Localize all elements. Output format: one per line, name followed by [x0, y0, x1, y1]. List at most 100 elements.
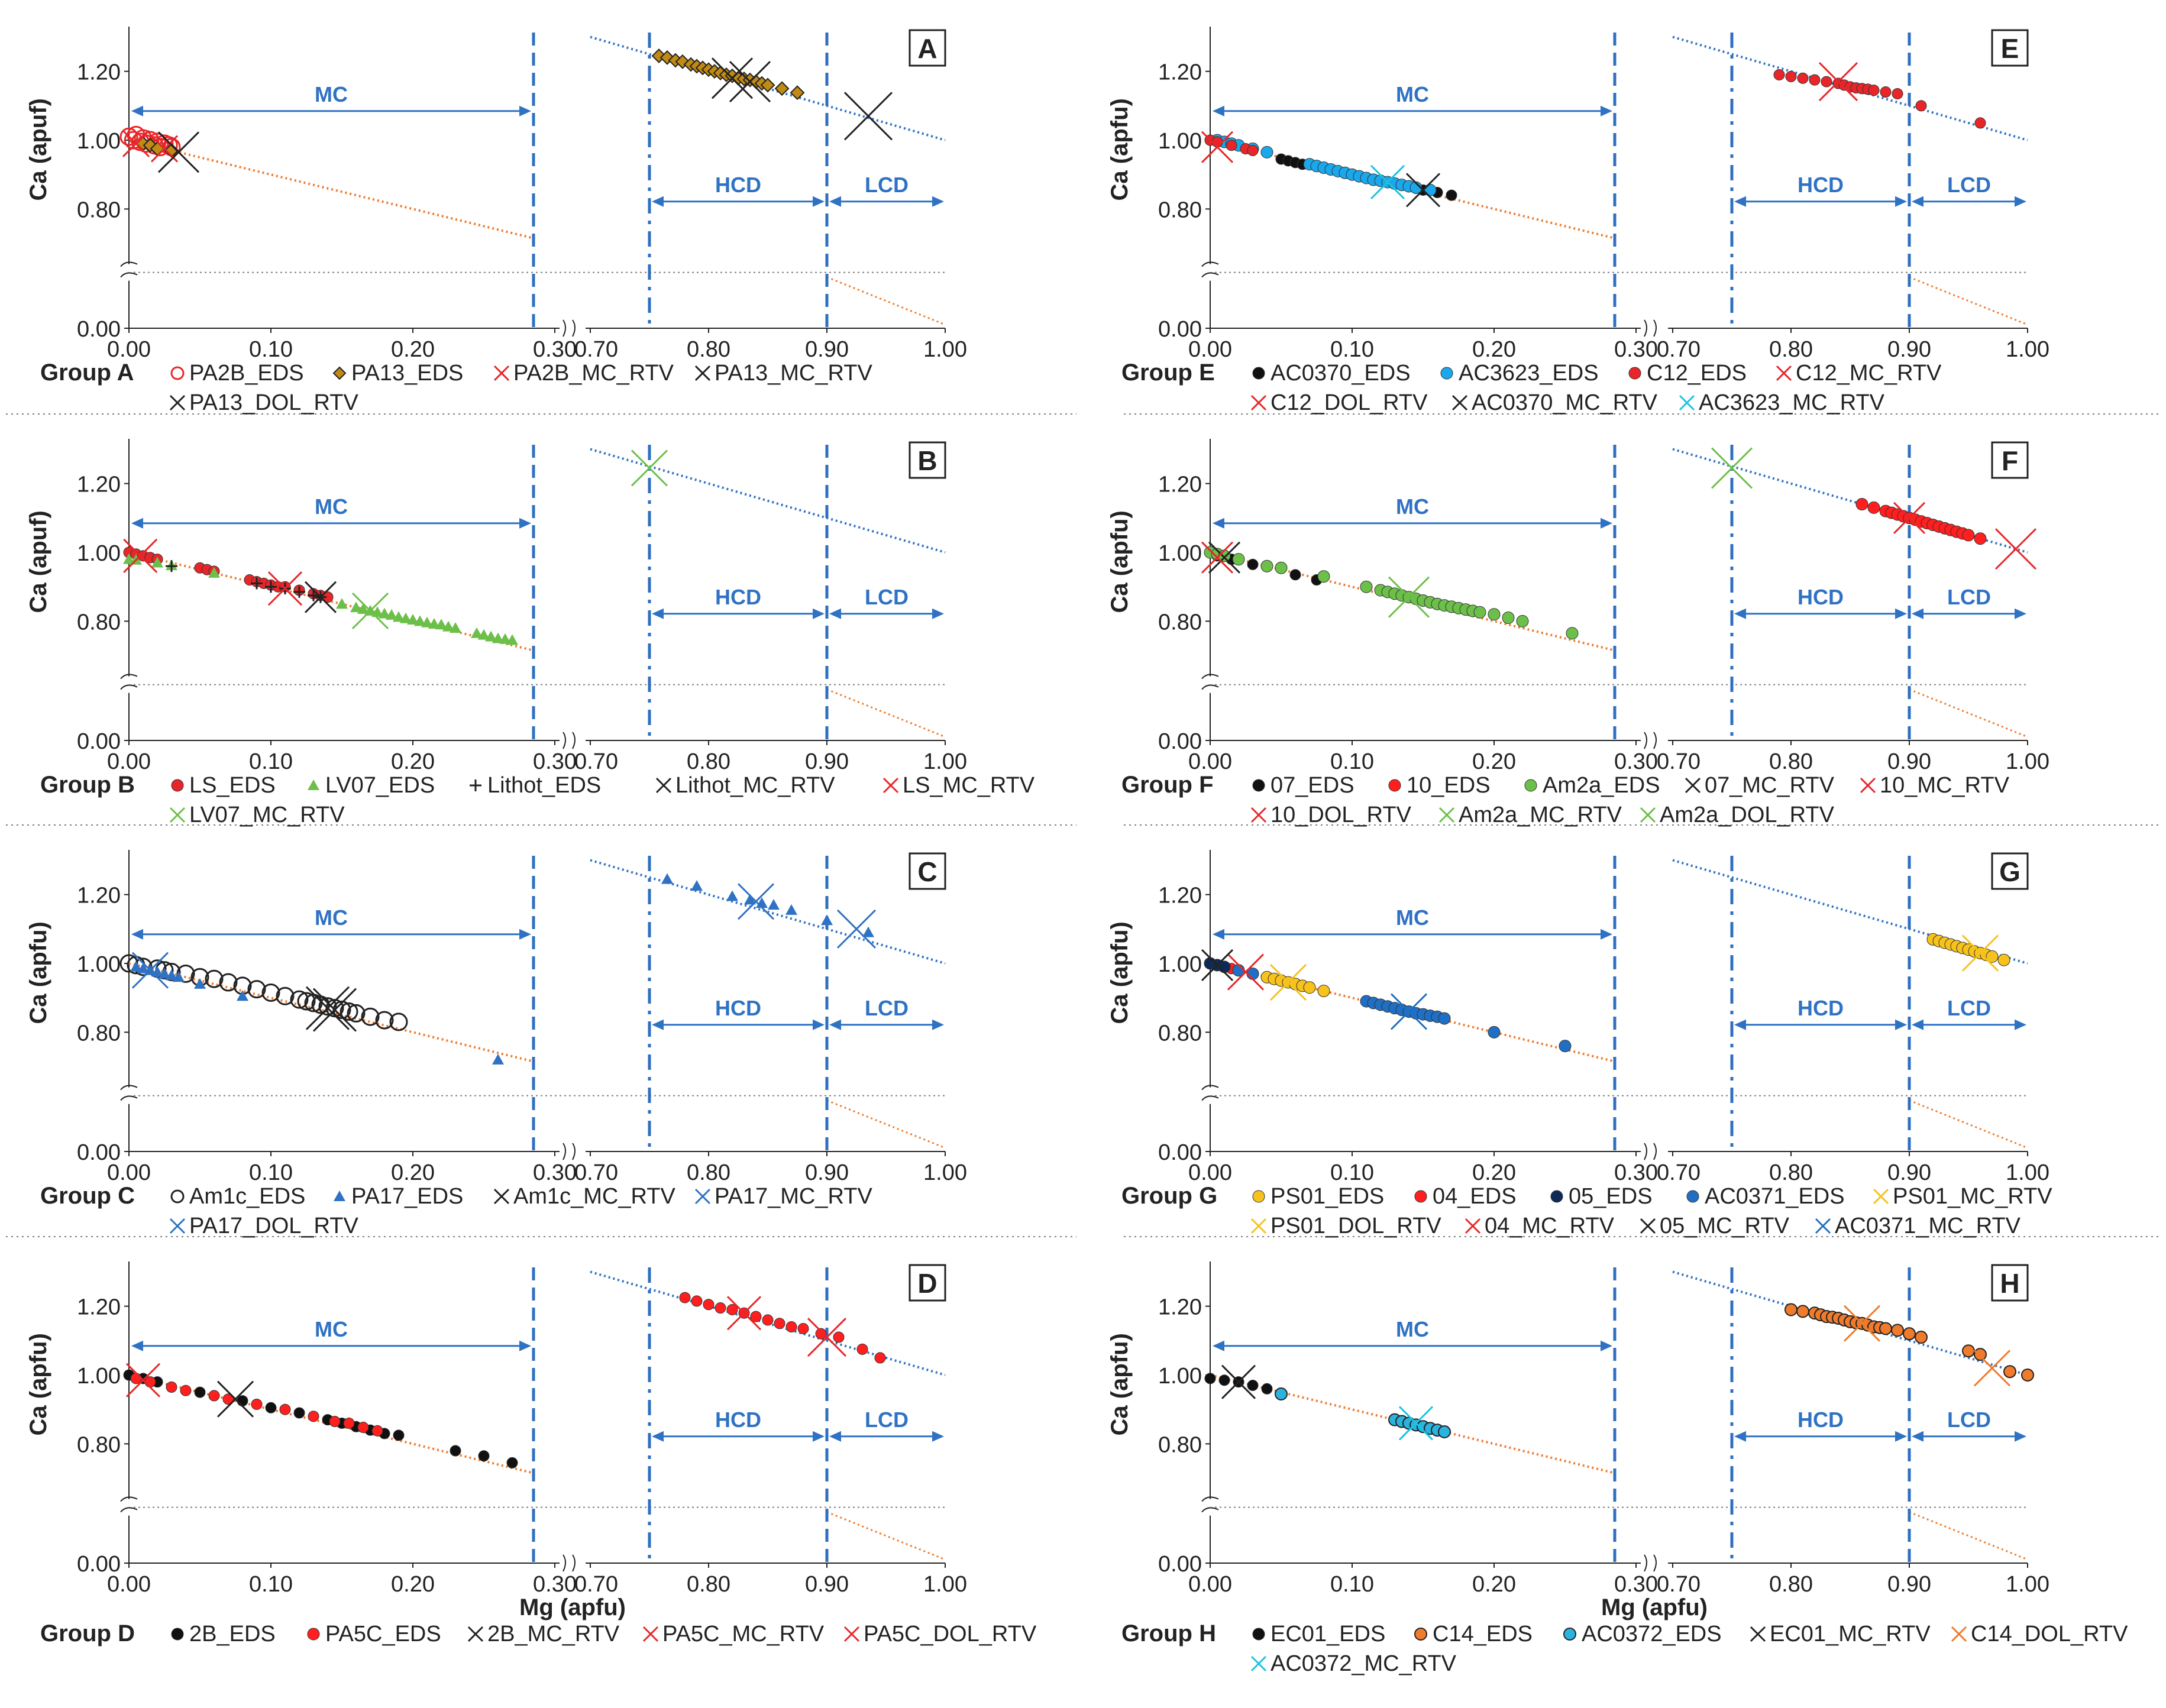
- data-point: [1892, 88, 1903, 99]
- x-tick-label: 0.10: [249, 337, 293, 362]
- data-point: [173, 971, 185, 982]
- data-point: [251, 577, 263, 590]
- region-arrow-hcd: HCD: [652, 173, 825, 207]
- legend-item-pa13-mc-rtv: PA13_MC_RTV: [694, 361, 872, 386]
- legend-item-ec01-eds: EC01_EDS: [1252, 1622, 1385, 1646]
- data-point: [386, 609, 397, 620]
- data-point: [265, 1402, 277, 1413]
- legend: Group G PS01_EDS 04_EDS 05_EDS AC0371_EDS PS0…: [1121, 1183, 2052, 1238]
- legend-item-ac0370-eds: AC0370_EDS: [1252, 361, 1411, 386]
- legend-marker: [1440, 367, 1453, 380]
- trend-line-low-right: [1909, 276, 2028, 326]
- data-point: [492, 1053, 504, 1065]
- data-point: [1784, 1303, 1798, 1316]
- data-point: [131, 952, 169, 989]
- legend-marker: [1679, 394, 1695, 411]
- x-tick-label: 0.70: [574, 337, 618, 362]
- panel-a: 0.00 0.80 1.00 1.20 0.00 0.10 0.20 0.300.70 0.80…: [6, 27, 1076, 415]
- legend-item-ps01-mc-rtv: PS01_MC_RTV: [1873, 1184, 2052, 1209]
- y-axis-break-mark: [1201, 1085, 1219, 1101]
- legend-group-label: Group B: [40, 772, 135, 798]
- data-point: [1208, 541, 1241, 574]
- legend-marker: [1815, 1218, 1831, 1234]
- data-point: [1260, 145, 1273, 158]
- data-point: [1903, 1327, 1916, 1341]
- y-tick-label: 0.80: [77, 198, 121, 222]
- x-tick-label: 0.90: [1887, 749, 1931, 774]
- data-point: [1390, 993, 1428, 1030]
- data-point: [371, 1425, 383, 1437]
- data-point: [357, 603, 369, 614]
- x-tick-label: 0.70: [574, 1572, 618, 1597]
- data-point: [297, 992, 316, 1011]
- data-point: [691, 1295, 703, 1307]
- x-axis-break-mark: [562, 1554, 576, 1572]
- legend-item-am1c-mc-rtv: Am1c_MC_RTV: [493, 1184, 675, 1209]
- series-pa13-mc-rtv: [157, 57, 771, 173]
- legend-item-am2a-eds: Am2a_EDS: [1524, 773, 1660, 798]
- legend-item-05-eds: 05_EDS: [1550, 1184, 1653, 1209]
- y-axis-break-mark: [1201, 1496, 1219, 1513]
- legend-item-07-mc-rtv: 07_MC_RTV: [1685, 773, 1835, 798]
- legend-label: PA5C_DOL_RTV: [864, 1622, 1037, 1646]
- x-tick-label: 1.00: [923, 337, 967, 362]
- y-tick-label: 1.20: [77, 1295, 121, 1320]
- data-point: [785, 1321, 797, 1333]
- data-point: [874, 1352, 886, 1364]
- legend-label: AC0370_EDS: [1270, 361, 1411, 386]
- legend-label: PA2B_MC_RTV: [513, 361, 674, 386]
- data-point: [774, 81, 790, 96]
- trend-line-low: [1210, 962, 1615, 1063]
- legend-marker: [1873, 1188, 1889, 1205]
- data-point: [393, 611, 405, 622]
- data-point: [1962, 1344, 1975, 1358]
- data-point: [125, 1363, 161, 1398]
- series-ac0370-mc-rtv: [1405, 173, 1441, 208]
- legend-label: C14_DOL_RTV: [1971, 1622, 2128, 1646]
- data-point: [216, 1380, 254, 1418]
- y-tick-label: 0.00: [77, 729, 121, 754]
- legend-item-ac3623-eds: AC3623_EDS: [1440, 361, 1599, 386]
- data-point: [1559, 1040, 1572, 1053]
- legend-marker: [655, 777, 672, 794]
- y-tick-label: 0.80: [77, 1432, 121, 1457]
- data-point: [726, 890, 738, 901]
- region-arrow-mc: MC: [1213, 1317, 1612, 1351]
- data-point: [1818, 62, 1858, 102]
- y-tick-label: 1.20: [1158, 884, 1202, 908]
- data-point: [703, 1299, 715, 1311]
- panel-letter: A: [917, 33, 937, 64]
- legend-label: C12_DOL_RTV: [1270, 390, 1428, 415]
- data-point: [1269, 963, 1307, 1001]
- legend-item-pa13-dol-rtv: PA13_DOL_RTV: [169, 390, 359, 415]
- series-pa5c-dol-rtv: [807, 1317, 847, 1357]
- y-tick-label: 0.00: [77, 1140, 121, 1165]
- legend-marker: [169, 1218, 186, 1234]
- x-axis-break-mark: [562, 1143, 576, 1160]
- data-point: [1880, 86, 1892, 98]
- series-lithot-eds: [166, 560, 326, 603]
- panel-letter-box: [909, 29, 946, 67]
- legend-label: Am2a_EDS: [1543, 773, 1660, 798]
- region-label-lcd: LCD: [865, 585, 909, 609]
- series-am2a-eds: [1204, 546, 1579, 640]
- arrowhead-right: [1601, 517, 1612, 529]
- y-tick-label: 1.20: [1158, 473, 1202, 497]
- x-tick-label: 0.10: [249, 1572, 293, 1597]
- series-pa17-dol-rtv: [836, 909, 877, 949]
- region-label-hcd: HCD: [1798, 1408, 1844, 1432]
- legend-marker: [1750, 1626, 1766, 1642]
- data-point: [2021, 1369, 2034, 1382]
- x-axis-break-mark: [1644, 1554, 1657, 1572]
- arrowhead-left: [829, 1431, 841, 1442]
- x-tick-label: 0.00: [107, 749, 151, 774]
- region-label-lcd: LCD: [1947, 585, 1991, 609]
- series-07-mc-rtv: [1208, 541, 1241, 574]
- region-arrow-mc: MC: [131, 82, 531, 117]
- series-ls-eds: [123, 546, 334, 603]
- trend-line-low-right: [1909, 1511, 2028, 1561]
- region-label-hcd: HCD: [715, 585, 761, 609]
- y-tick-label: 1.00: [77, 541, 121, 566]
- legend: Group E AC0370_EDS AC3623_EDS C12_EDS C12_MC…: [1121, 360, 1942, 415]
- x-tick-label: 0.90: [1887, 1160, 1931, 1185]
